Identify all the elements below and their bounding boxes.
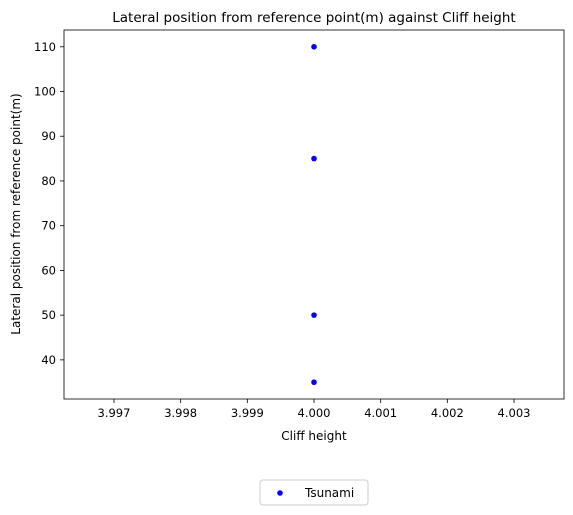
chart-title: Lateral position from reference point(m)… [112, 10, 515, 26]
y-tick-label: 50 [41, 308, 56, 322]
data-point [311, 379, 317, 386]
y-axis-label: Lateral position from reference point(m) [9, 93, 23, 334]
y-tick-label: 110 [34, 40, 56, 54]
legend: Tsunami [259, 479, 369, 506]
data-point [311, 43, 317, 50]
x-tick-label: 3.997 [98, 406, 131, 420]
y-tick-label: 80 [41, 174, 56, 188]
y-axis-ticks: 40 50 60 70 80 90 100 110 [34, 40, 64, 367]
x-axis-label: Cliff height [281, 429, 347, 443]
x-tick-label: 3.999 [231, 406, 264, 420]
x-tick-label: 4.002 [431, 406, 464, 420]
x-tick-label: 3.998 [164, 406, 197, 420]
y-tick-label: 40 [41, 353, 56, 367]
legend-marker [277, 490, 283, 496]
scatter-points [311, 43, 317, 386]
y-tick-label: 100 [34, 85, 56, 99]
x-tick-label: 4.001 [364, 406, 397, 420]
y-tick-label: 60 [41, 263, 56, 277]
legend-label: Tsunami [304, 486, 354, 500]
x-tick-label: 4.003 [498, 406, 531, 420]
x-axis-ticks: 3.997 3.998 3.999 4.000 4.001 4.002 4.003 [98, 399, 531, 420]
plot-area [63, 29, 565, 400]
legend-box [259, 479, 369, 506]
y-tick-label: 90 [41, 129, 56, 143]
y-tick-label: 70 [41, 219, 56, 233]
data-point [311, 155, 317, 162]
data-point [311, 312, 317, 318]
x-tick-label: 4.000 [298, 406, 331, 420]
